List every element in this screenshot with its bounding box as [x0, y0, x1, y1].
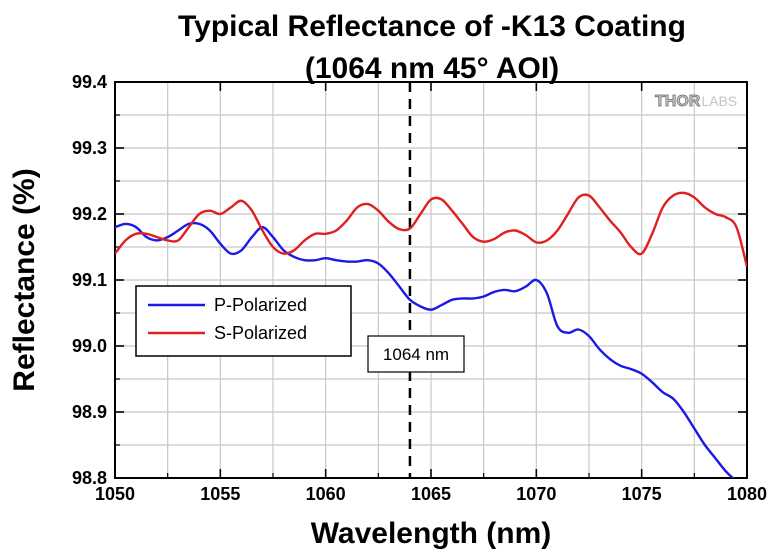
s-polarized-line [115, 191, 747, 268]
axis-tick-labels: 1050 1055 1060 1065 1070 1075 1080 98.8 98.9 99.0… [72, 72, 767, 504]
wavelength-annotation: 1064 nm [367, 335, 465, 373]
legend-label-p-polarized: P-Polarized [214, 295, 307, 315]
logo-text-thor: THOR [655, 93, 701, 110]
y-tick-label: 99.1 [72, 270, 107, 290]
chart-subtitle: (1064 nm 45° AOI) [305, 52, 559, 85]
y-tick-label: 99.2 [72, 204, 107, 224]
data-series [115, 191, 747, 478]
y-axis-label: Reflectance (%) [8, 168, 41, 391]
y-tick-label: 98.9 [72, 402, 107, 422]
x-tick-label: 1065 [411, 484, 451, 504]
grid-lines [115, 82, 747, 478]
x-tick-label: 1050 [95, 484, 135, 504]
y-tick-label: 98.8 [72, 468, 107, 488]
axis-ticks [114, 81, 748, 479]
x-tick-label: 1060 [306, 484, 346, 504]
legend-label-s-polarized: S-Polarized [214, 323, 307, 343]
y-tick-label: 99.4 [72, 72, 107, 92]
x-tick-label: 1075 [622, 484, 662, 504]
x-tick-label: 1070 [516, 484, 556, 504]
chart-title: Typical Reflectance of -K13 Coating [178, 10, 686, 43]
annotation-label: 1064 nm [383, 345, 449, 364]
y-tick-label: 99.0 [72, 336, 107, 356]
x-axis-label: Wavelength (nm) [311, 517, 552, 550]
p-polarized-line [115, 221, 735, 478]
legend-box [135, 285, 352, 357]
thorlabs-logo: THOR LABS [655, 93, 737, 111]
annotation-box [367, 335, 465, 373]
y-tick-label: 99.3 [72, 138, 107, 158]
x-tick-label: 1080 [727, 484, 767, 504]
logo-text-labs: LABS [701, 93, 737, 109]
x-tick-label: 1055 [200, 484, 240, 504]
legend: P-Polarized S-Polarized [135, 285, 352, 357]
